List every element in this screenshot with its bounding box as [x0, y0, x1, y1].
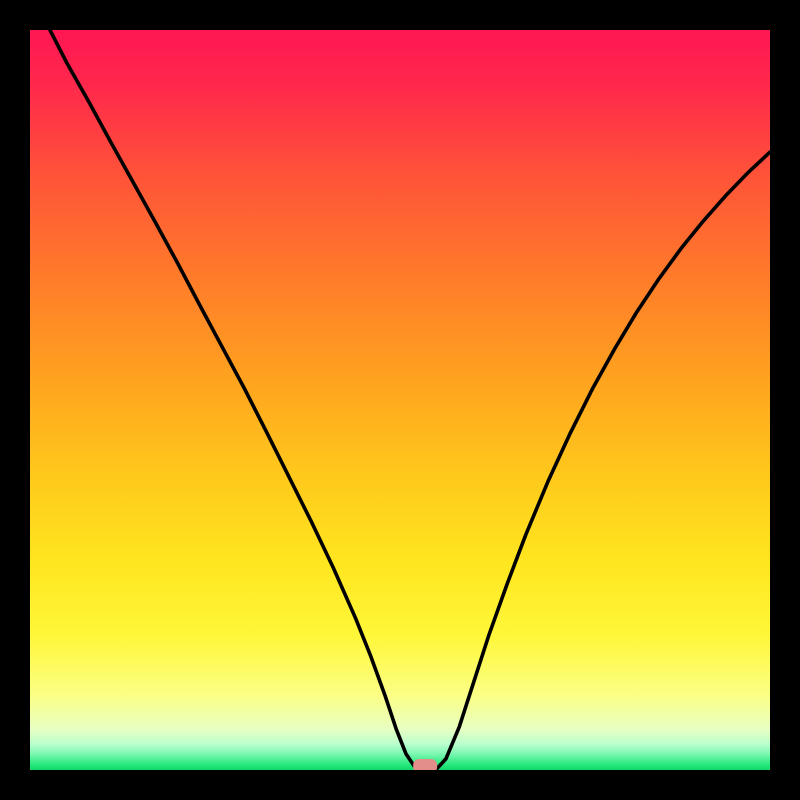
chart-background [30, 30, 770, 770]
chart-root: { "watermark": { "text": "TheBottleneck.… [0, 0, 800, 800]
bottleneck-chart [0, 0, 800, 800]
